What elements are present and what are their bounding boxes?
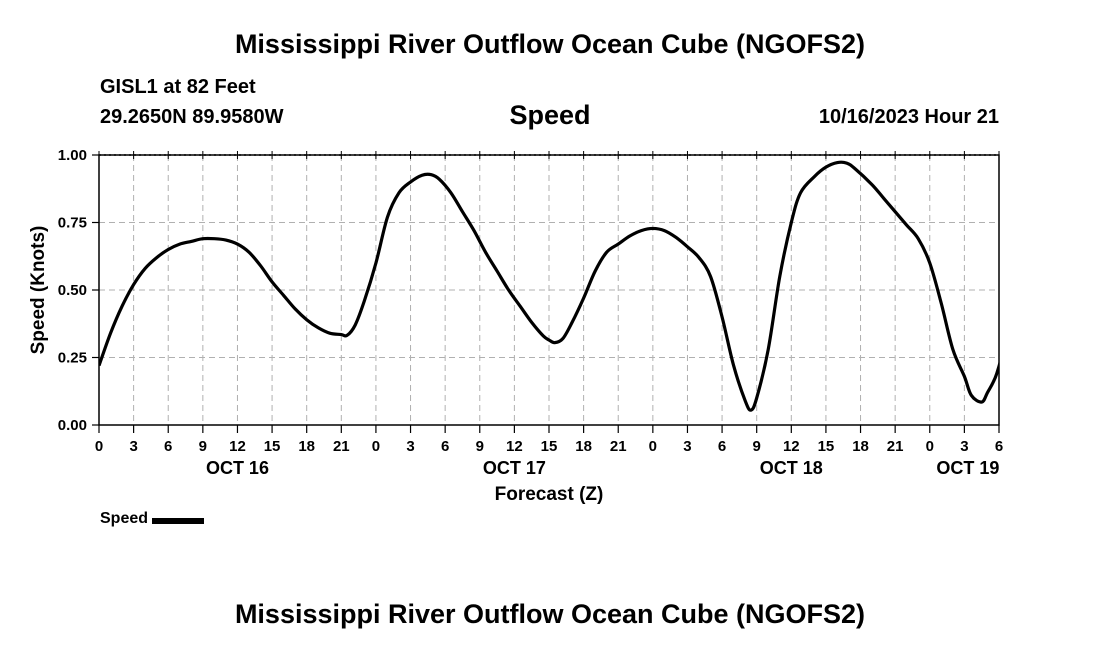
axis-labels: 0 3 6 9 12 15 18 21 0 3 6 9 12 15 18 21 0 3 6 9 12 15 18 21 0 3 6 0… (28, 147, 1003, 505)
x-tick-label: 9 (199, 438, 207, 455)
x-tick-label: 0 (926, 438, 934, 455)
x-tick-label: 12 (229, 438, 246, 455)
x-tick-label: 3 (129, 438, 137, 455)
x-tick-label: 9 (753, 438, 761, 455)
chart-title: Speed (509, 100, 591, 130)
x-tick-label: 21 (333, 438, 350, 455)
x-tick-label: 9 (476, 438, 484, 455)
x-tick-label: 15 (818, 438, 835, 455)
legend: Speed (100, 510, 205, 528)
y-tick-label: 0.50 (58, 282, 87, 299)
y-tick-label: 1.00 (58, 147, 87, 164)
x-tick-label: 3 (683, 438, 691, 455)
x-tick-label: 15 (541, 438, 558, 455)
x-tick-label: 0 (372, 438, 380, 455)
y-tick-label: 0.00 (58, 417, 87, 434)
x-tick-label: 12 (506, 438, 523, 455)
date-label: OCT 19 (936, 458, 999, 478)
station-coordinates: 29.2650N 89.9580W (100, 106, 284, 128)
x-tick-label: 6 (995, 438, 1003, 455)
legend-line-swatch (152, 518, 205, 524)
legend-label: Speed (100, 510, 149, 527)
date-label: OCT 16 (206, 458, 269, 478)
footer-title: Mississippi River Outflow Ocean Cube (NG… (234, 599, 866, 629)
x-tick-label: 6 (164, 438, 172, 455)
station-label: GISL1 at 82 Feet (100, 76, 256, 98)
speed-series-line (99, 160, 999, 412)
x-tick-label: 18 (298, 438, 315, 455)
x-tick-label: 6 (718, 438, 726, 455)
y-tick-label: 0.25 (58, 350, 87, 367)
grid-lines (99, 155, 999, 425)
date-label: OCT 17 (483, 458, 546, 478)
x-tick-label: 18 (575, 438, 592, 455)
x-axis-label: Forecast (Z) (495, 484, 604, 505)
x-tick-label: 0 (649, 438, 657, 455)
x-tick-label: 18 (852, 438, 869, 455)
y-tick-label: 0.75 (58, 215, 87, 232)
x-tick-label: 3 (960, 438, 968, 455)
forecast-timestamp: 10/16/2023 Hour 21 (818, 106, 999, 128)
x-tick-label: 6 (441, 438, 449, 455)
series-layer (99, 160, 999, 412)
y-axis-label: Speed (Knots) (28, 226, 49, 355)
x-tick-label: 12 (783, 438, 800, 455)
x-tick-label: 15 (264, 438, 281, 455)
x-tick-label: 0 (95, 438, 103, 455)
axes (92, 151, 1000, 433)
x-tick-label: 3 (406, 438, 414, 455)
main-title: Mississippi River Outflow Ocean Cube (NG… (234, 29, 866, 59)
date-label: OCT 18 (760, 458, 823, 478)
x-tick-label: 21 (887, 438, 904, 455)
x-tick-label: 21 (610, 438, 627, 455)
